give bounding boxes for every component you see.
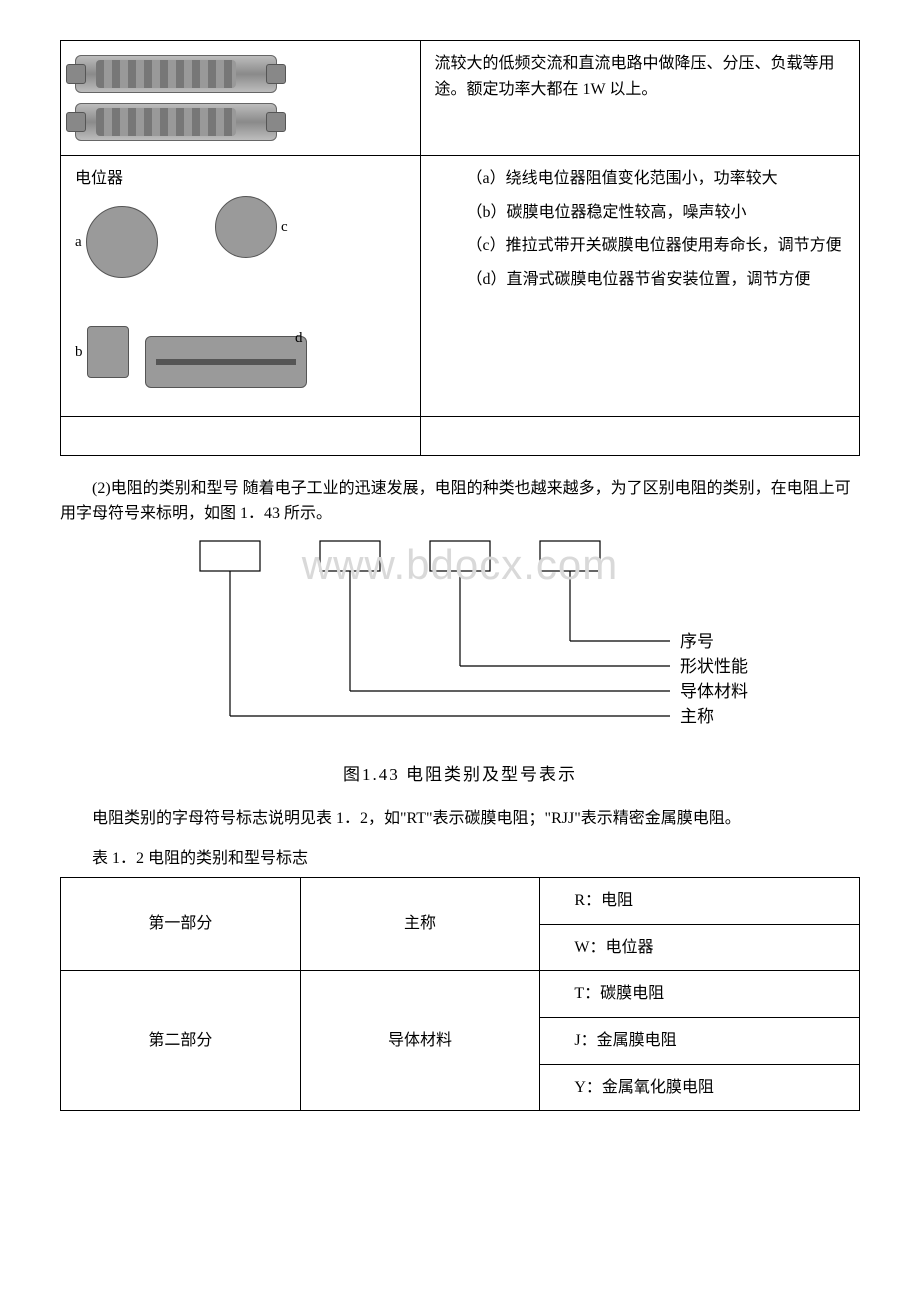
table-row: 第二部分 导体材料 T：碳膜电阻 (61, 971, 860, 1018)
pot-item-b: b (75, 326, 129, 378)
wirewound-resistor-images (75, 51, 406, 145)
wirewound-desc-text: 流较大的低频交流和直流电路中做降压、分压、负载等用途。额定功率大都在 1W 以上… (435, 55, 835, 98)
document-page: 流较大的低频交流和直流电路中做降压、分压、负载等用途。额定功率大都在 1W 以上… (0, 0, 920, 1171)
diagram-container: www.bdocx.com (60, 531, 860, 751)
pot-draw-round (86, 206, 158, 278)
cell-potentiometer-image: 电位器 a c b d (61, 156, 421, 417)
pot-draw-slider (145, 336, 307, 388)
pot-letter-c: c (281, 215, 288, 239)
cell-wirewound-desc: 流较大的低频交流和直流电路中做降压、分压、负载等用途。额定功率大都在 1W 以上… (420, 41, 859, 156)
pot-desc-d: （d）直滑式碳膜电位器节省安装位置，调节方便 (435, 267, 845, 293)
pot-letter-d: d (295, 326, 303, 350)
pot-desc-b: （b）碳膜电位器稳定性较高，噪声较小 (435, 200, 845, 226)
pot-draw-small (87, 326, 129, 378)
pot-draw-gear (215, 196, 277, 258)
table-row: 第一部分 主称 R：电阻 (61, 878, 860, 925)
diagram-label-2: 导体材料 (680, 682, 748, 701)
resistor-code-diagram: 序号 形状性能 导体材料 主称 (140, 531, 780, 751)
potentiometer-grid: a c b d (75, 196, 335, 406)
pot-item-d: d (145, 336, 307, 388)
diagram-caption: 图1.43 电阻类别及型号表示 (60, 761, 860, 788)
empty-cell-right (420, 416, 859, 455)
t2-item-W: W：电位器 (540, 924, 860, 971)
pot-item-a: a (75, 206, 158, 278)
table-row: 流较大的低频交流和直流电路中做降压、分压、负载等用途。额定功率大都在 1W 以上… (61, 41, 860, 156)
paragraph-1: (2)电阻的类别和型号 随着电子工业的迅速发展，电阻的种类也越来越多，为了区别电… (60, 476, 860, 527)
pot-letter-b: b (75, 340, 83, 364)
potentiometer-title: 电位器 (75, 166, 406, 192)
pot-desc-c: （c）推拉式带开关碳膜电位器使用寿命长，调节方便 (435, 233, 845, 259)
t2-item-R: R：电阻 (540, 878, 860, 925)
t2-item-J: J：金属膜电阻 (540, 1017, 860, 1064)
resistor-code-table: 第一部分 主称 R：电阻 W：电位器 第二部分 导体材料 T：碳膜电阻 J：金属… (60, 877, 860, 1111)
component-table: 流较大的低频交流和直流电路中做降压、分压、负载等用途。额定功率大都在 1W 以上… (60, 40, 860, 456)
t2-cat2: 导体材料 (300, 971, 540, 1111)
pot-letter-a: a (75, 230, 82, 254)
paragraph-2: 电阻类别的字母符号标志说明见表 1．2，如"RT"表示碳膜电阻；"RJJ"表示精… (60, 806, 860, 832)
t2-part2: 第二部分 (61, 971, 301, 1111)
wirewound-resistor-photo-1 (75, 55, 277, 93)
t2-part1: 第一部分 (61, 878, 301, 971)
table-row-empty (61, 416, 860, 455)
empty-cell-left (61, 416, 421, 455)
cell-potentiometer-desc: （a）绕线电位器阻值变化范围小，功率较大 （b）碳膜电位器稳定性较高，噪声较小 … (420, 156, 859, 417)
diagram-label-3: 主称 (680, 707, 714, 726)
t2-item-T: T：碳膜电阻 (540, 971, 860, 1018)
pot-item-c: c (215, 196, 288, 258)
diagram-label-0: 序号 (680, 632, 714, 651)
cell-wirewound-image (61, 41, 421, 156)
wirewound-resistor-photo-2 (75, 103, 277, 141)
diagram-svg-wrap: 序号 形状性能 导体材料 主称 (60, 531, 860, 751)
pot-desc-a: （a）绕线电位器阻值变化范围小，功率较大 (435, 166, 845, 192)
t2-cat1: 主称 (300, 878, 540, 971)
diagram-label-1: 形状性能 (680, 657, 748, 676)
t2-item-Y: Y：金属氧化膜电阻 (540, 1064, 860, 1111)
table-row: 电位器 a c b d (61, 156, 860, 417)
table2-title: 表 1．2 电阻的类别和型号标志 (60, 846, 860, 872)
